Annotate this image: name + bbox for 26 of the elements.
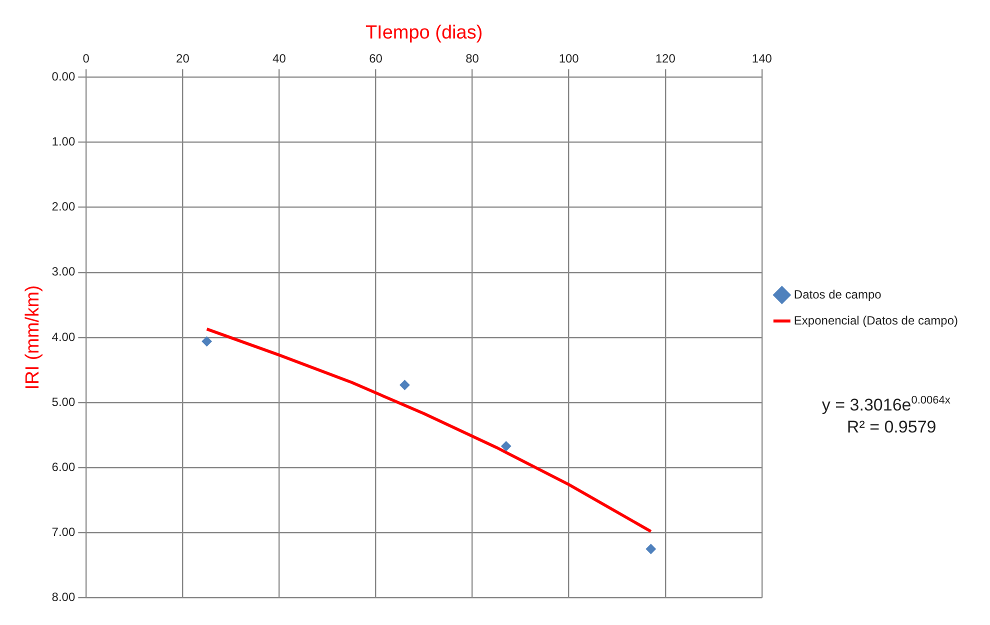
y-tick-label: 8.00 <box>52 590 76 604</box>
y-tick-label: 3.00 <box>52 264 76 279</box>
x-axis-title: TIempo (dias) <box>365 22 483 44</box>
y-tick-label: 6.00 <box>52 460 76 474</box>
point <box>400 380 410 390</box>
y-tick-label: 2.00 <box>52 200 76 214</box>
y-tick-label: 7.00 <box>52 525 76 540</box>
legend-label: Exponencial (Datos de campo) <box>794 313 958 328</box>
y-tick-label: 0.00 <box>52 70 76 84</box>
y-tick-label: 1.00 <box>52 134 76 149</box>
y-tick-label: 4.00 <box>52 330 76 344</box>
y-axis-title: IRI (mm/km) <box>22 285 44 390</box>
point <box>501 441 512 452</box>
x-tick-label: 100 <box>558 51 580 66</box>
legend-label: Datos de campo <box>794 287 882 302</box>
x-tick-label: 140 <box>752 51 772 66</box>
x-tick-label: 60 <box>369 51 383 66</box>
x-tick-label: 120 <box>655 51 676 66</box>
x-tick-label: 0 <box>82 51 90 66</box>
x-tick-label: 20 <box>176 51 190 66</box>
x-tick-label: 40 <box>272 51 286 66</box>
y-tick-label: 5.00 <box>52 394 76 409</box>
x-tick-label: 80 <box>466 51 480 66</box>
point <box>202 336 212 346</box>
text: R² = 0.9579 <box>846 417 936 436</box>
point <box>646 544 656 554</box>
